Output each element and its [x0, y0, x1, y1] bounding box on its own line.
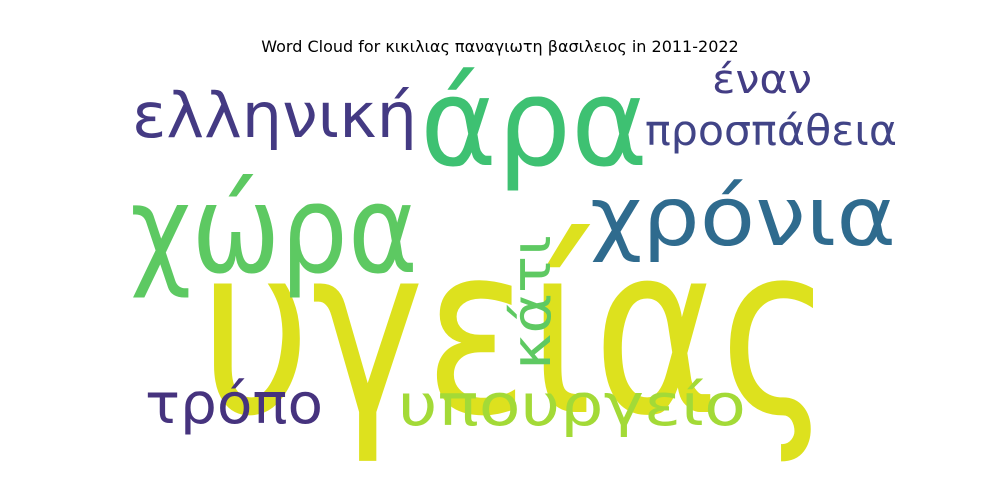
word-5: υπουργείο — [398, 371, 746, 439]
word-1: χώρα — [130, 159, 418, 301]
word-7: κάτι — [500, 235, 563, 370]
word-9: έναν — [712, 57, 812, 103]
word-4: ελληνική — [132, 79, 417, 152]
word-2: άρα — [420, 52, 648, 194]
word-0: υγείας — [200, 195, 832, 468]
chart-title: Word Cloud for κικιλιας παναγιωτη βασιλε… — [261, 37, 739, 56]
word-6: τρόπο — [145, 372, 323, 437]
word-3: χρόνια — [590, 170, 896, 265]
word-8: προσπάθεια — [645, 106, 897, 155]
